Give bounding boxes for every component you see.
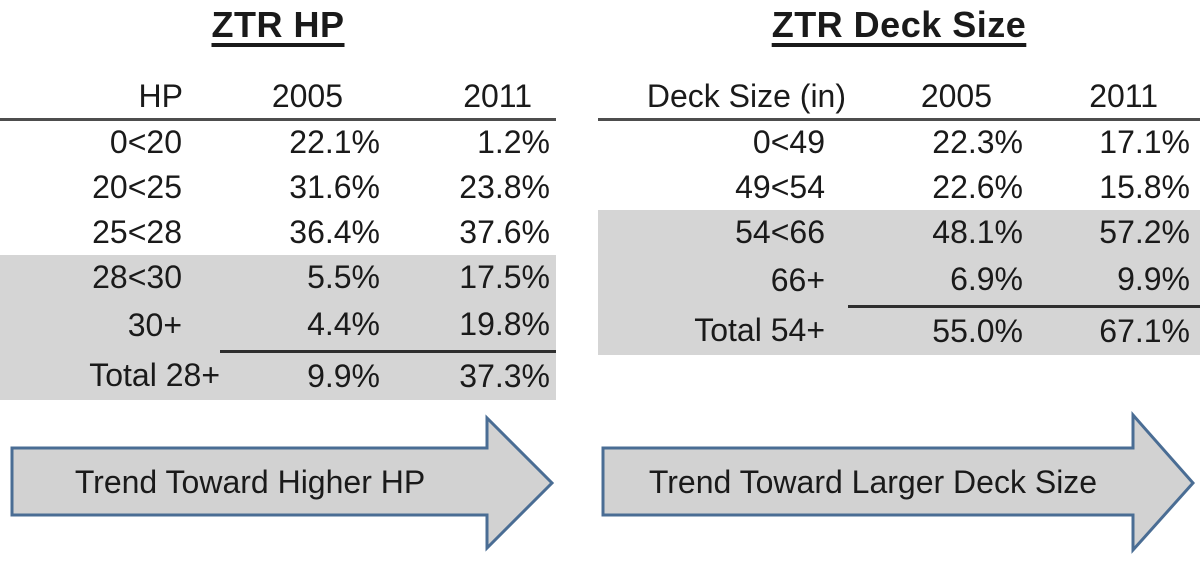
table-row: 54<66 48.1% 57.2% xyxy=(598,209,1200,255)
table-row: 49<54 22.6% 15.8% xyxy=(598,165,1200,210)
value-2011: 15.8% xyxy=(1099,168,1190,205)
table-row: 0<20 22.1% 1.2% xyxy=(0,120,556,165)
right-arrow-shape xyxy=(601,411,1196,554)
deck-table-title-text: ZTR Deck Size xyxy=(771,4,1027,45)
row-label: 66+ xyxy=(598,254,848,307)
value-2005: 22.1% xyxy=(289,124,380,161)
deck-trend-arrow: Trend Toward Larger Deck Size xyxy=(601,411,1196,554)
row-label: 0<20 xyxy=(109,124,182,161)
value-2011: 67.1% xyxy=(1023,306,1200,355)
value-2011: 17.1% xyxy=(1099,124,1190,161)
header-row: HP 2005 2011 xyxy=(0,78,556,121)
row-label: 0<49 xyxy=(752,124,825,161)
hp-table-title-text: ZTR HP xyxy=(211,4,345,45)
value-2011: 37.3% xyxy=(380,351,556,400)
column-header: HP xyxy=(0,78,220,121)
deck-table-body: 0<49 22.3% 17.1% 49<54 22.6% 15.8% 54<66 48.1% 5… xyxy=(598,120,1200,355)
row-label: 20<25 xyxy=(92,168,182,205)
hp-table-body: 0<20 22.1% 1.2% 20<25 31.6% 23.8% 25<28 36.4% 37… xyxy=(0,120,556,400)
value-2005: 31.6% xyxy=(289,168,380,205)
table-row: 20<25 31.6% 23.8% xyxy=(0,165,556,210)
value-2011: 19.8% xyxy=(380,299,556,353)
header-row: Deck Size (in) 2005 2011 xyxy=(598,78,1200,121)
value-2005: 55.0% xyxy=(848,306,1023,355)
deck-arrow-label: Trend Toward Larger Deck Size xyxy=(649,464,1097,500)
value-2011: 37.6% xyxy=(459,213,550,250)
value-2005: 5.5% xyxy=(220,254,380,300)
hp-arrow-label: Trend Toward Higher HP xyxy=(75,464,425,500)
table-row: 30+ 4.4% 19.8% xyxy=(0,299,556,353)
hp-table-title: ZTR HP xyxy=(0,4,556,46)
value-2005: 36.4% xyxy=(289,213,380,250)
value-2011: 23.8% xyxy=(459,168,550,205)
value-2011: 57.2% xyxy=(1023,209,1200,255)
right-arrow-shape xyxy=(10,414,555,552)
row-label: 49<54 xyxy=(735,168,825,205)
table-row: 0<49 22.3% 17.1% xyxy=(598,120,1200,165)
column-header: Deck Size (in) xyxy=(598,78,848,121)
hp-trend-arrow: Trend Toward Higher HP xyxy=(10,414,555,552)
total-row: Total 28+ 9.9% 37.3% xyxy=(0,351,556,400)
hp-table: HP 2005 2011 0<20 22.1% 1.2% 20<25 31.6% 23.8% 2… xyxy=(0,78,556,400)
value-2005: 48.1% xyxy=(848,209,1023,255)
table-row: 25<28 36.4% 37.6% xyxy=(0,210,556,255)
value-2011: 1.2% xyxy=(477,124,550,161)
table-row: 66+ 6.9% 9.9% xyxy=(598,254,1200,308)
value-2005: 4.4% xyxy=(220,299,380,353)
column-header: 2005 xyxy=(220,78,380,121)
value-2005: 9.9% xyxy=(220,351,380,400)
row-label: Total 28+ xyxy=(0,351,220,400)
value-2011: 17.5% xyxy=(380,254,556,300)
deck-table: Deck Size (in) 2005 2011 0<49 22.3% 17.1% 49<… xyxy=(598,78,1200,355)
value-2005: 6.9% xyxy=(848,254,1023,308)
column-header: 2005 xyxy=(848,78,1023,121)
column-header: 2011 xyxy=(1023,78,1200,121)
row-label: 54<66 xyxy=(598,209,848,255)
total-row: Total 54+ 55.0% 67.1% xyxy=(598,306,1200,355)
table-row: 28<30 5.5% 17.5% xyxy=(0,254,556,300)
deck-table-header: Deck Size (in) 2005 2011 xyxy=(598,78,1200,121)
value-2005: 22.3% xyxy=(932,124,1023,161)
row-label: Total 54+ xyxy=(598,306,848,355)
value-2011: 9.9% xyxy=(1023,254,1200,308)
value-2005: 22.6% xyxy=(932,168,1023,205)
deck-table-title: ZTR Deck Size xyxy=(598,4,1200,46)
column-header: 2011 xyxy=(380,78,556,121)
hp-table-header: HP 2005 2011 xyxy=(0,78,556,121)
row-label: 30+ xyxy=(0,299,220,352)
row-label: 28<30 xyxy=(0,254,220,300)
row-label: 25<28 xyxy=(92,213,182,250)
